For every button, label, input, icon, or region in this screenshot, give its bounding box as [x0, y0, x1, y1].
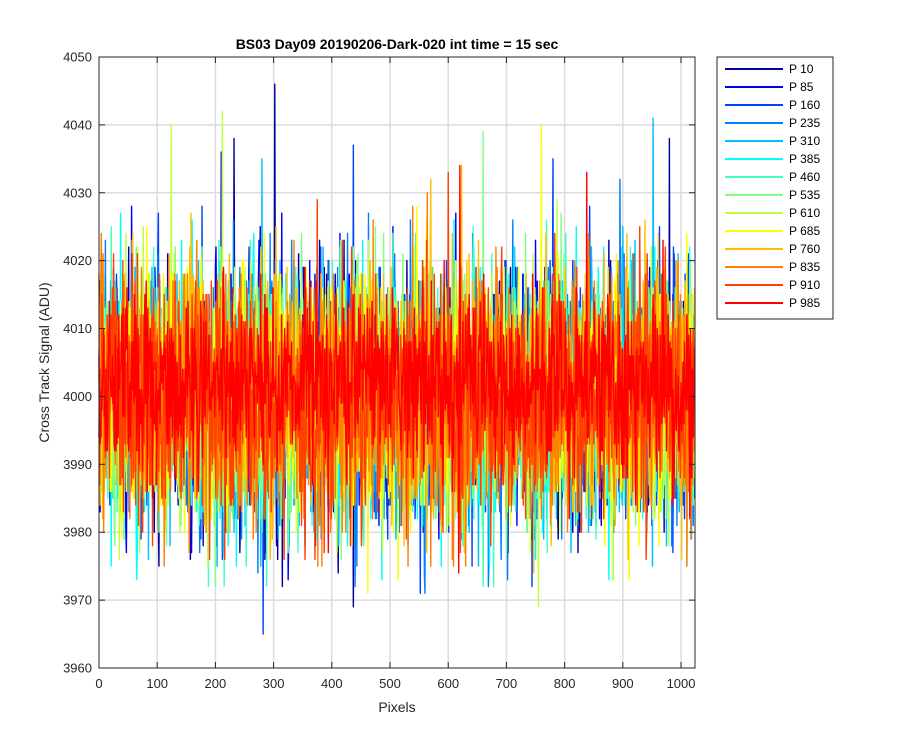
x-tick-label: 200 [205, 676, 227, 691]
x-tick-label: 1000 [667, 676, 696, 691]
y-tick-label: 4040 [63, 117, 92, 132]
series-line-p-910 [98, 171, 696, 561]
y-tick-label: 4030 [63, 185, 92, 200]
y-tick-label: 4010 [63, 321, 92, 336]
y-tick-label: 3990 [63, 457, 92, 472]
y-tick-label: 3980 [63, 525, 92, 540]
legend-label: P 85 [789, 80, 814, 94]
legend-label: P 235 [789, 116, 820, 130]
legend-label: P 10 [789, 62, 814, 76]
series-layer [98, 83, 696, 635]
legend-label: P 310 [789, 134, 820, 148]
legend-label: P 985 [789, 296, 820, 310]
y-tick-label: 3960 [63, 661, 92, 676]
x-tick-label: 300 [263, 676, 285, 691]
legend-label: P 160 [789, 98, 820, 112]
y-tick-label: 4020 [63, 253, 92, 268]
y-tick-label: 3970 [63, 593, 92, 608]
legend-label: P 610 [789, 206, 820, 220]
legend-box [716, 56, 834, 320]
legend-label: P 385 [789, 152, 820, 166]
y-tick-label: 4050 [63, 50, 92, 65]
x-tick-label: 500 [379, 676, 401, 691]
x-tick-label: 800 [554, 676, 576, 691]
chart-title: BS03 Day09 20190206-Dark-020 int time = … [236, 36, 559, 52]
x-tick-label: 0 [95, 676, 102, 691]
axis-ticks: 0 100 200 300 400 500 600 700 800 900 1000 3960 3970… [63, 50, 695, 692]
y-axis-label: Cross Track Signal (ADU) [36, 282, 52, 442]
x-tick-label: 400 [321, 676, 343, 691]
x-tick-label: 600 [437, 676, 459, 691]
legend-label: P 460 [789, 170, 820, 184]
x-tick-label: 100 [146, 676, 168, 691]
legend-label: P 760 [789, 242, 820, 256]
x-tick-label: 900 [612, 676, 634, 691]
legend-label: P 835 [789, 260, 820, 274]
x-tick-label: 700 [496, 676, 518, 691]
x-axis-label: Pixels [378, 699, 415, 715]
plot-frame [98, 56, 696, 669]
y-tick-label: 4000 [63, 389, 92, 404]
legend[interactable]: P 10 P 85 P 160 P 235 P 310 P 385 P 460 P 535 P … [716, 56, 834, 320]
legend-label: P 685 [789, 224, 820, 238]
legend-label: P 910 [789, 278, 820, 292]
legend-label: P 535 [789, 188, 820, 202]
series-line-p-985 [98, 164, 696, 574]
